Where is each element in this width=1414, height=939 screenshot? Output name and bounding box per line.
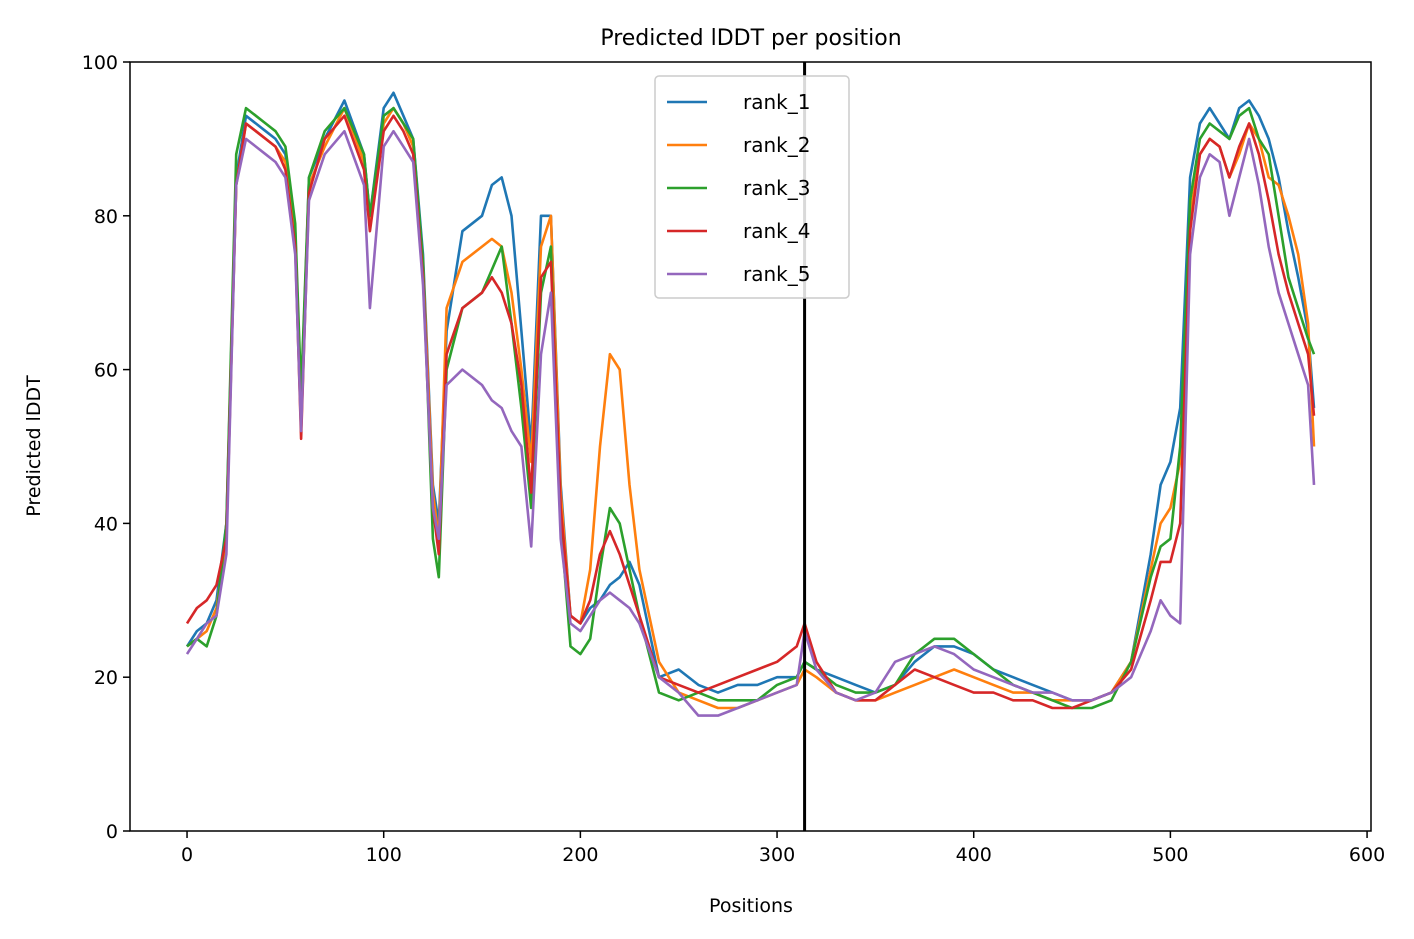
legend-box xyxy=(654,75,850,299)
legend-label: rank_1 xyxy=(743,90,810,114)
x-axis: 0 100 200 300 400 500 600 xyxy=(181,831,1385,866)
chart-title: Predicted lDDT per position xyxy=(600,26,901,51)
y-tick-label: 60 xyxy=(94,360,118,382)
legend-label: rank_3 xyxy=(743,176,810,200)
y-tick-label: 100 xyxy=(82,52,118,74)
x-tick-label: 500 xyxy=(1152,844,1188,866)
x-tick-label: 200 xyxy=(562,844,598,866)
y-tick-label: 40 xyxy=(94,513,118,535)
x-tick-label: 100 xyxy=(366,844,402,866)
plot-frame xyxy=(129,61,1372,832)
x-tick-label: 300 xyxy=(759,844,795,866)
x-tick-label: 0 xyxy=(181,844,193,866)
x-tick-label: 600 xyxy=(1349,844,1385,866)
y-tick-label: 0 xyxy=(106,821,118,843)
y-axis: 0 20 40 60 80 100 xyxy=(82,52,130,843)
legend: rank_1 rank_2 rank_3 rank_4 rank_5 xyxy=(654,75,850,299)
legend-label: rank_5 xyxy=(743,262,810,286)
series-line-rank-3 xyxy=(186,106,1316,710)
x-tick-label: 400 xyxy=(956,844,992,866)
legend-label: rank_2 xyxy=(743,133,810,157)
series-line-rank-5 xyxy=(185,129,1316,717)
legend-label: rank_4 xyxy=(743,219,810,243)
series-layer xyxy=(185,91,1316,717)
x-axis-label: Positions xyxy=(709,895,793,917)
series-line-rank-4 xyxy=(185,114,1316,710)
y-tick-label: 20 xyxy=(94,667,118,689)
y-axis-label: Predicted lDDT xyxy=(23,375,45,517)
y-tick-label: 80 xyxy=(94,206,118,228)
